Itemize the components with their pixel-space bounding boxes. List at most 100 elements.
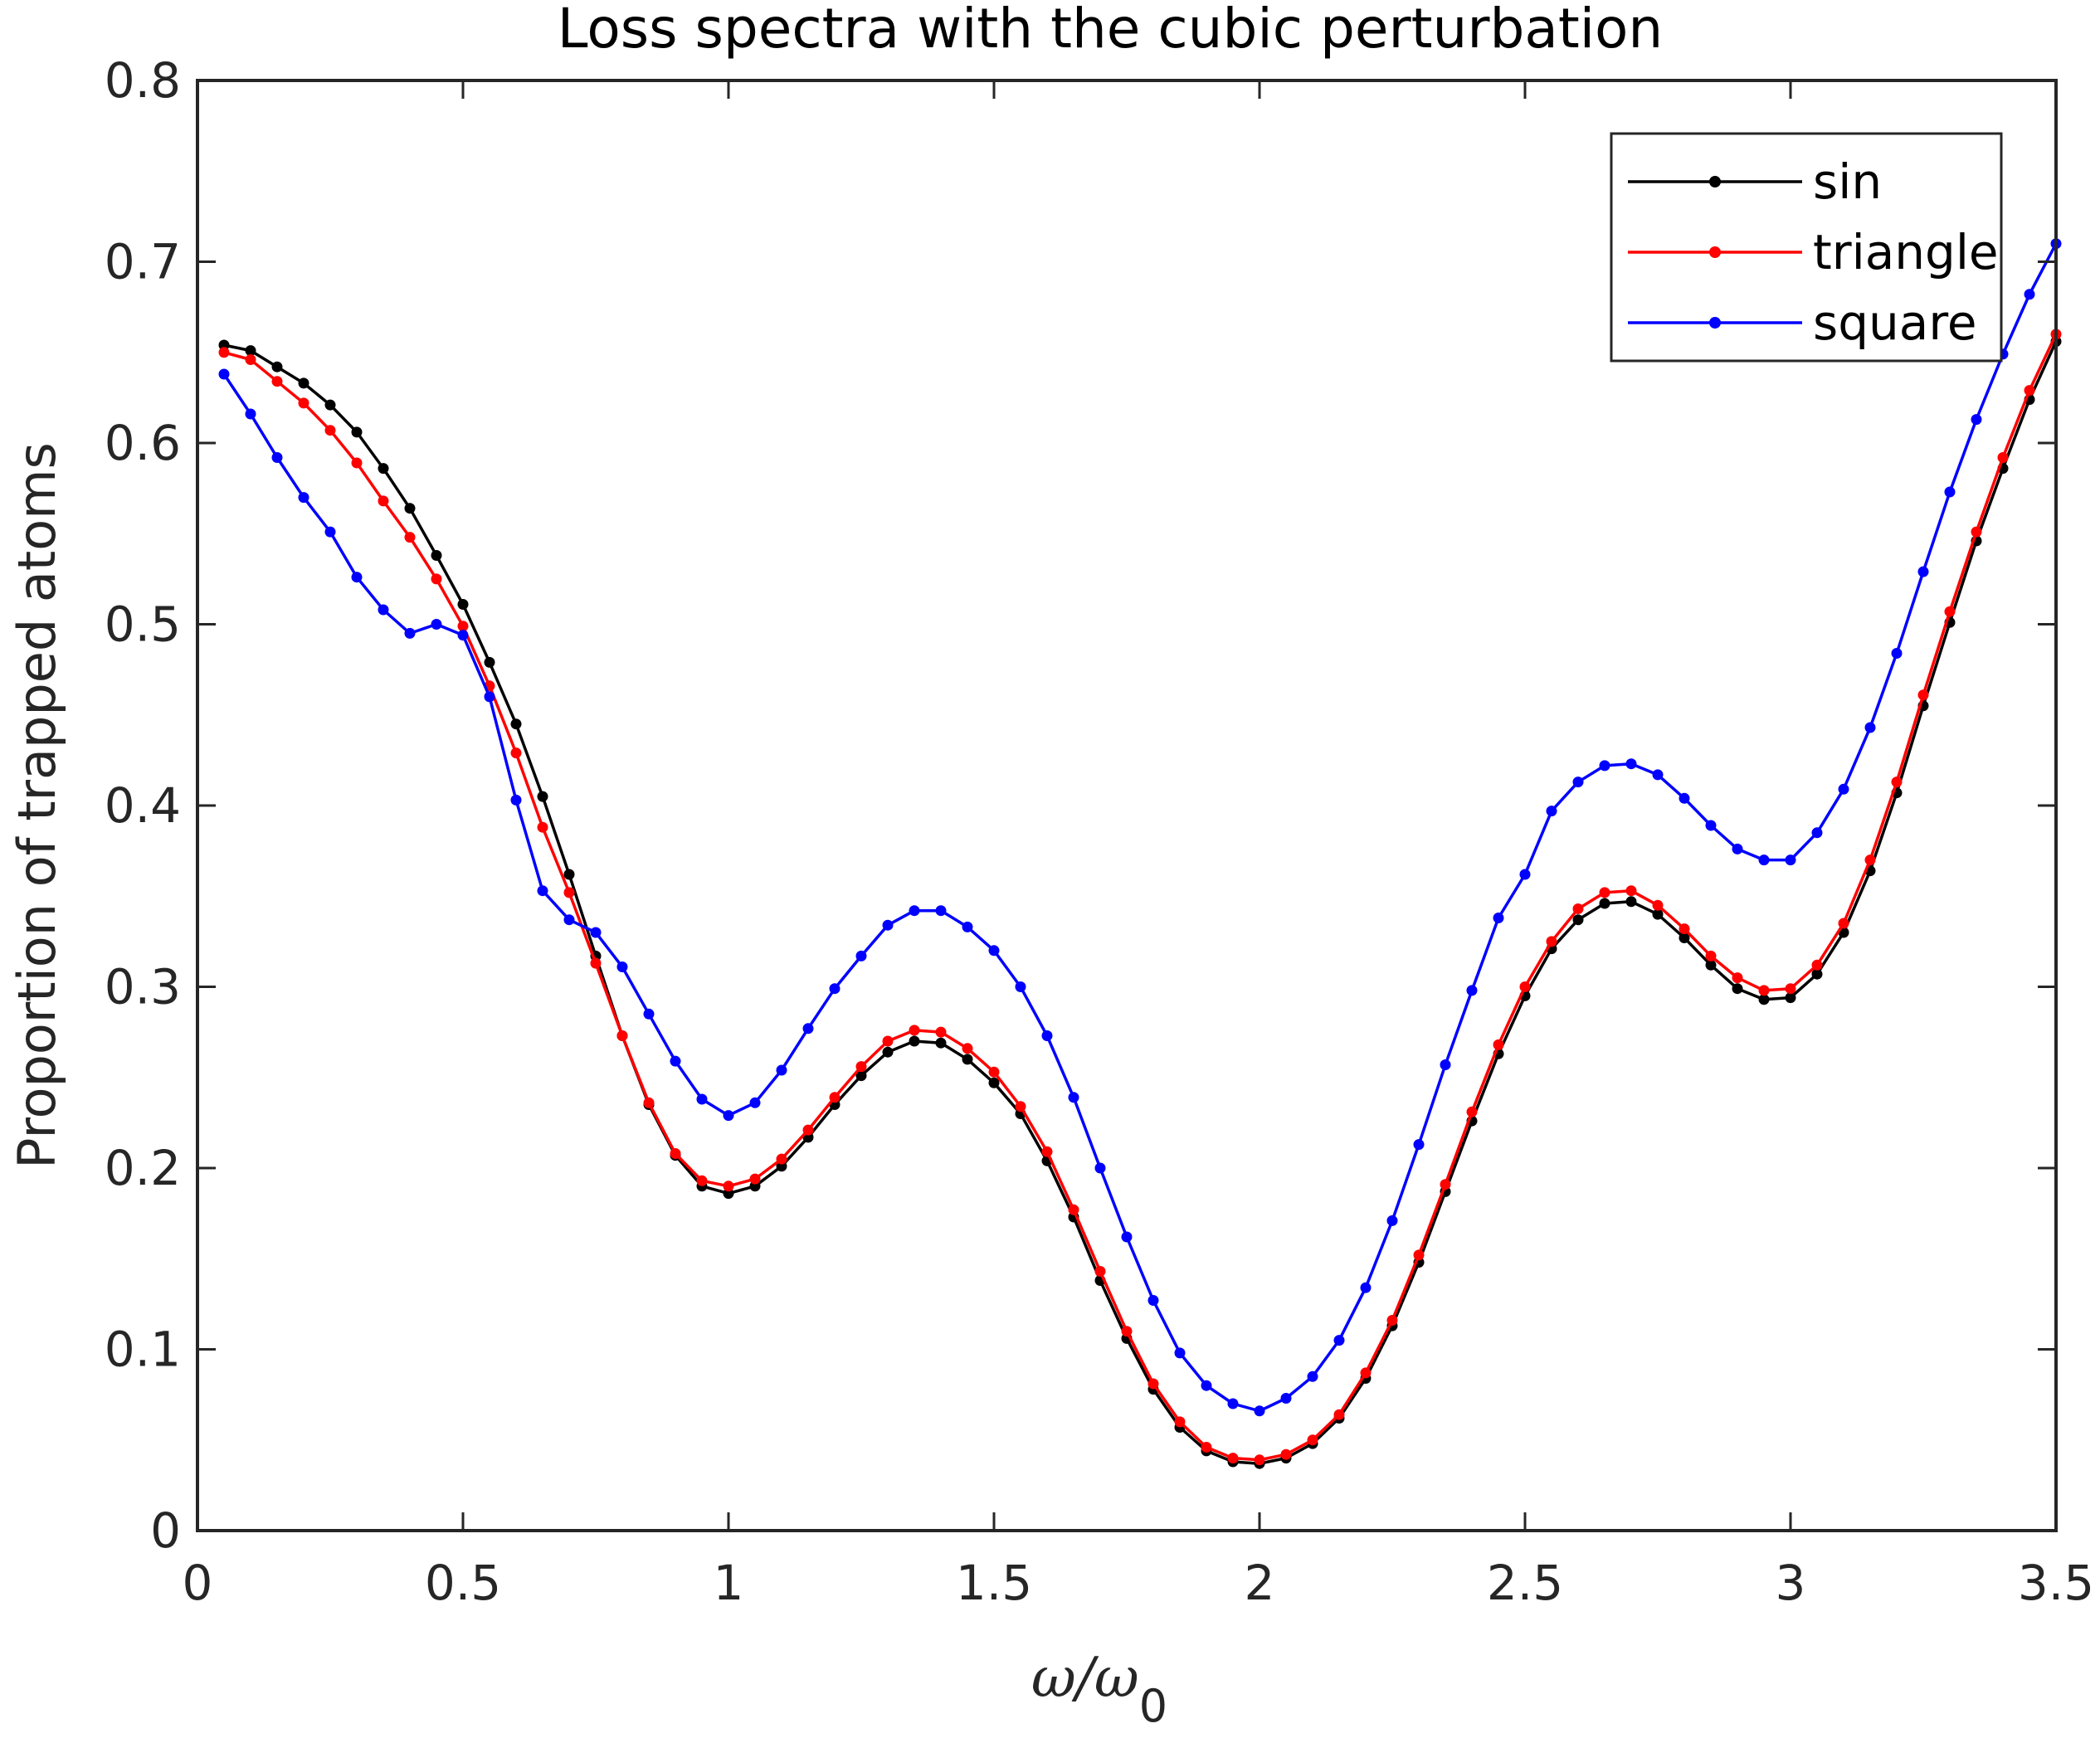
data-point-sin [855,1070,867,1082]
data-point-square [1307,1370,1318,1382]
legend-swatch-marker [1709,317,1721,329]
data-point-triangle [1891,777,1903,788]
data-point-triangle [404,532,416,543]
data-point-square [1041,1030,1053,1041]
series-triangle [218,329,2062,1466]
x-axis-label-main: ω/ω [1031,1646,1139,1710]
data-point-sin [378,463,389,475]
data-point-square [855,950,867,961]
data-point-sin [245,345,256,357]
data-point-triangle [802,1124,814,1136]
data-point-square [1971,414,1982,426]
data-point-triangle [1041,1146,1053,1157]
data-point-square [457,630,469,641]
data-point-triangle [962,1043,973,1054]
data-point-triangle [1838,918,1849,929]
data-point-square [909,905,920,917]
x-tick-label: 1.5 [956,1555,1032,1611]
data-point-square [935,905,947,917]
data-point-sin [1679,932,1690,943]
data-point-sin [404,503,416,514]
data-point-triangle [590,957,602,969]
y-tick-label: 0.3 [105,959,181,1015]
data-point-triangle [1572,903,1584,914]
data-point-square [723,1110,734,1122]
data-point-square [1280,1393,1292,1404]
data-point-square [802,1023,814,1035]
data-point-square [1493,913,1504,923]
data-point-triangle [1068,1204,1079,1215]
data-point-square [1758,854,1770,866]
data-point-triangle [1466,1106,1478,1117]
data-point-triangle [1121,1326,1133,1337]
legend-label: sin [1813,153,1882,210]
data-point-square [696,1093,708,1105]
x-tick-label: 2 [1245,1555,1275,1611]
data-point-sin [1625,896,1637,908]
data-point-triangle [882,1035,894,1047]
data-point-sin [1732,983,1743,995]
series-square [218,238,2062,1417]
data-point-sin [988,1077,1000,1088]
data-point-triangle [1094,1266,1106,1277]
data-point-sin [431,550,442,561]
x-tick-label: 2.5 [1487,1555,1563,1611]
data-point-sin [510,718,522,730]
data-point-triangle [1386,1315,1398,1326]
data-point-square [1015,981,1026,992]
y-tick-label: 0.8 [105,52,181,109]
data-point-triangle [1971,526,1982,538]
data-point-sin [563,869,575,880]
series-line-sin [223,340,2058,1465]
data-point-sin [1599,898,1610,909]
y-tick-label: 0.7 [105,234,181,290]
data-point-triangle [510,747,522,759]
x-tick-label: 0 [183,1555,213,1611]
data-point-sin [271,361,283,372]
x-axis-label: ω/ω0 [1031,1646,1167,1732]
data-point-square [1705,820,1717,831]
data-point-square [537,885,548,897]
data-point-triangle [1413,1249,1425,1261]
data-point-triangle [1227,1453,1239,1464]
data-point-square [988,945,1000,957]
data-point-square [1546,806,1557,817]
data-point-square [351,572,363,583]
data-point-triangle [457,621,469,632]
data-point-square [1174,1347,1186,1359]
data-point-sin [351,426,363,438]
data-point-square [1094,1162,1106,1174]
data-point-square [1785,854,1796,866]
data-point-sin [909,1035,920,1047]
data-point-triangle [1679,923,1690,935]
data-point-sin [1811,968,1823,980]
data-point-triangle [1811,959,1823,971]
data-point-square [1201,1380,1212,1391]
data-point-square [1227,1398,1239,1409]
data-point-triangle [1944,606,1956,617]
data-point-triangle [855,1061,867,1073]
data-point-triangle [1732,972,1743,984]
data-point-square [1944,486,1956,498]
legend-entry-sin: sin [1628,153,1882,210]
data-point-triangle [776,1153,787,1165]
data-point-square [1254,1405,1265,1417]
data-point-square [1147,1295,1159,1306]
data-point-triangle [1705,950,1717,961]
data-point-triangle [1493,1039,1504,1050]
data-point-square [962,921,973,932]
x-tick-label: 0.5 [425,1555,501,1611]
data-point-square [1440,1059,1451,1070]
data-point-square [1333,1335,1345,1346]
data-point-triangle [431,573,442,585]
data-point-sin [1652,908,1664,920]
data-point-square [1891,648,1903,659]
data-point-sin [935,1037,947,1049]
data-point-sin [484,656,495,668]
legend-label: triangle [1813,224,1999,280]
data-point-square [882,919,894,931]
data-point-sin [882,1046,894,1058]
data-point-triangle [1546,936,1557,947]
data-point-triangle [351,457,363,469]
